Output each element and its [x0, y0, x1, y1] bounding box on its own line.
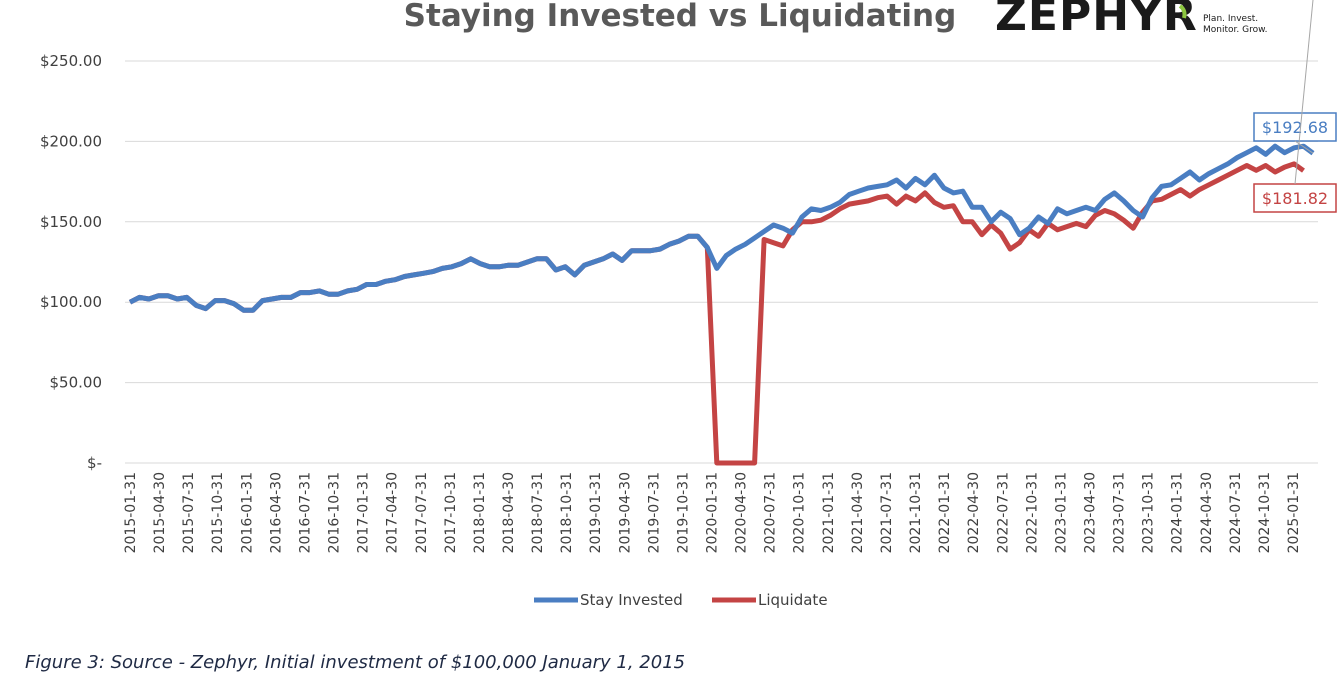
- x-tick-label: 2018-07-31: [530, 472, 546, 553]
- x-tick-label: 2017-10-31: [443, 472, 459, 553]
- chart: Staying Invested vs Liquidating ZEPHYR P…: [40, 0, 1337, 609]
- x-tick-label: 2022-07-31: [995, 472, 1011, 553]
- x-tick-label: 2019-10-31: [675, 472, 691, 553]
- chart-title: Staying Invested vs Liquidating: [404, 0, 957, 34]
- x-tick-label: 2023-01-31: [1053, 472, 1069, 553]
- callout-box-stay-invested: [1253, 112, 1337, 142]
- logo-tagline-2: Monitor. Grow.: [1203, 25, 1268, 35]
- x-tick-label: 2020-10-31: [792, 472, 808, 553]
- x-tick-label: 2018-01-31: [472, 472, 488, 553]
- x-tick-label: 2024-04-30: [1199, 472, 1215, 553]
- x-tick-label: 2015-04-30: [152, 472, 168, 553]
- x-tick-label: 2023-07-31: [1112, 472, 1128, 553]
- x-tick-label: 2020-07-31: [763, 472, 779, 553]
- x-tick-label: 2024-10-31: [1257, 472, 1273, 553]
- zephyr-logo: ZEPHYR Plan. Invest. Monitor. Grow.: [995, 0, 1268, 41]
- x-tick-label: 2016-07-31: [297, 472, 313, 553]
- callout-label-liquidate: $181.82: [1262, 189, 1328, 208]
- x-tick-label: 2017-01-31: [356, 472, 372, 553]
- y-tick-label: $100.00: [40, 293, 102, 311]
- x-tick-label: 2020-01-31: [705, 472, 721, 553]
- legend-label-liquidate: Liquidate: [758, 591, 828, 609]
- x-tick-label: 2015-07-31: [181, 472, 197, 553]
- x-tick-label: 2017-07-31: [414, 472, 430, 553]
- callout-leader-liquidate: [1294, 0, 1314, 185]
- x-tick-label: 2016-10-31: [327, 472, 343, 553]
- x-tick-label: 2019-01-31: [588, 472, 604, 553]
- series-line-liquidate: [128, 161, 1305, 466]
- y-tick-label: $50.00: [50, 374, 103, 392]
- x-tick-label: 2018-10-31: [559, 472, 575, 553]
- x-tick-label: 2020-04-30: [734, 472, 750, 553]
- x-tick-label: 2018-04-30: [501, 472, 517, 553]
- y-tick-label: $250.00: [40, 52, 102, 70]
- x-tick-label: 2022-10-31: [1024, 472, 1040, 553]
- legend: Stay Invested Liquidate: [534, 591, 828, 609]
- x-tick-label: 2023-04-30: [1082, 472, 1098, 553]
- x-tick-label: 2019-04-30: [617, 472, 633, 553]
- x-tick-label: 2015-10-31: [210, 472, 226, 553]
- x-tick-label: 2024-07-31: [1228, 472, 1244, 553]
- x-tick-label: 2021-04-30: [850, 472, 866, 553]
- x-tick-label: 2022-01-31: [937, 472, 953, 553]
- x-tick-label: 2019-07-31: [646, 472, 662, 553]
- x-tick-label: 2021-10-31: [908, 472, 924, 553]
- legend-label-stay-invested: Stay Invested: [580, 591, 683, 609]
- series-lines: [128, 143, 1315, 466]
- callout-label-stay-invested: $192.68: [1262, 118, 1328, 137]
- x-tick-label: 2016-01-31: [239, 472, 255, 553]
- x-tick-label: 2015-01-31: [123, 472, 139, 553]
- x-tick-label: 2024-01-31: [1170, 472, 1186, 553]
- x-tick-label: 2022-04-30: [966, 472, 982, 553]
- x-tick-label: 2021-01-31: [821, 472, 837, 553]
- x-tick-label: 2023-10-31: [1141, 472, 1157, 553]
- x-tick-label: 2016-04-30: [268, 472, 284, 553]
- x-tick-label: 2021-07-31: [879, 472, 895, 553]
- logo-leaf-icon: [1178, 4, 1187, 19]
- series-line-stay-invested: [128, 143, 1315, 313]
- y-tick-label: $150.00: [40, 213, 102, 231]
- callout-box-liquidate: [1253, 183, 1337, 213]
- x-tick-label: 2017-04-30: [385, 472, 401, 553]
- logo-tagline-1: Plan. Invest.: [1203, 14, 1258, 24]
- y-tick-label: $-: [87, 454, 102, 472]
- y-tick-label: $200.00: [40, 132, 102, 150]
- figure-caption: Figure 3: Source - Zephyr, Initial inves…: [25, 652, 686, 673]
- x-tick-label: 2025-01-31: [1286, 472, 1302, 553]
- logo-wordmark: ZEPHYR: [995, 0, 1198, 41]
- y-axis: $- $50.00 $100.00 $150.00 $200.00 $250.00: [40, 52, 102, 472]
- callout-leader-stay-invested: [1294, 140, 1314, 154]
- gridlines: [125, 60, 1318, 464]
- end-value-callouts: $192.68 $181.82: [1253, 0, 1337, 213]
- x-axis: 2015-01-31 2015-04-30 2015-07-31 2015-10-31…: [123, 472, 1302, 553]
